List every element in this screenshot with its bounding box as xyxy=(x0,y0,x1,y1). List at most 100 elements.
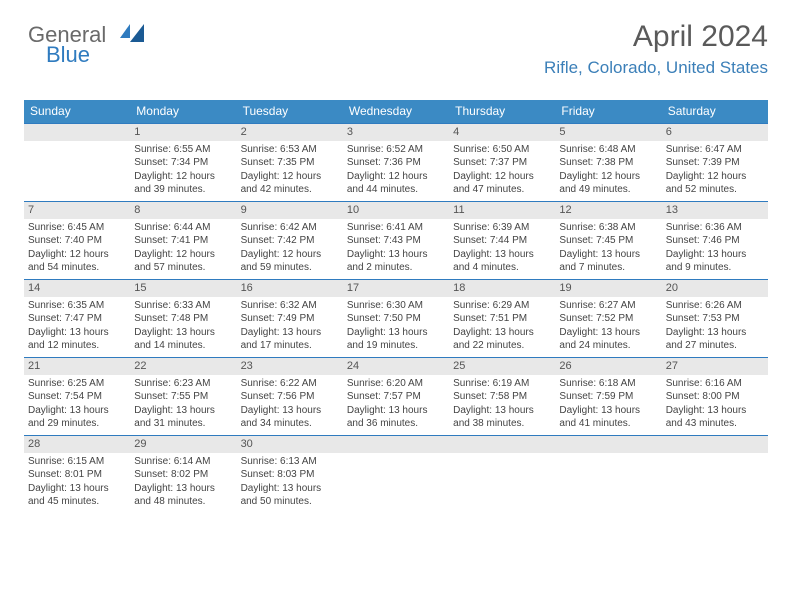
daylight-text: Daylight: 13 hours and 2 minutes. xyxy=(347,248,445,275)
daylight-text: Daylight: 13 hours and 31 minutes. xyxy=(134,404,232,431)
day-number: 11 xyxy=(449,202,555,219)
sunrise-text: Sunrise: 6:39 AM xyxy=(453,221,551,235)
day-cell: 17Sunrise: 6:30 AMSunset: 7:50 PMDayligh… xyxy=(343,279,449,357)
day-cell: 25Sunrise: 6:19 AMSunset: 7:58 PMDayligh… xyxy=(449,357,555,435)
sunset-text: Sunset: 7:38 PM xyxy=(559,156,657,170)
day-number: 17 xyxy=(343,280,449,297)
sunset-text: Sunset: 8:03 PM xyxy=(241,468,339,482)
day-cell: 24Sunrise: 6:20 AMSunset: 7:57 PMDayligh… xyxy=(343,357,449,435)
sunset-text: Sunset: 7:53 PM xyxy=(666,312,764,326)
day-number: 20 xyxy=(662,280,768,297)
day-cell: 16Sunrise: 6:32 AMSunset: 7:49 PMDayligh… xyxy=(237,279,343,357)
day-body: Sunrise: 6:22 AMSunset: 7:56 PMDaylight:… xyxy=(237,375,343,435)
sunset-text: Sunset: 7:41 PM xyxy=(134,234,232,248)
daylight-text: Daylight: 13 hours and 34 minutes. xyxy=(241,404,339,431)
day-number: 12 xyxy=(555,202,661,219)
sunset-text: Sunset: 7:37 PM xyxy=(453,156,551,170)
day-cell: 4Sunrise: 6:50 AMSunset: 7:37 PMDaylight… xyxy=(449,123,555,201)
daylight-text: Daylight: 13 hours and 43 minutes. xyxy=(666,404,764,431)
sunrise-text: Sunrise: 6:18 AM xyxy=(559,377,657,391)
day-number: 3 xyxy=(343,124,449,141)
day-body: Sunrise: 6:25 AMSunset: 7:54 PMDaylight:… xyxy=(24,375,130,435)
day-number xyxy=(343,436,449,453)
day-number: 18 xyxy=(449,280,555,297)
day-cell: 9Sunrise: 6:42 AMSunset: 7:42 PMDaylight… xyxy=(237,201,343,279)
day-body: Sunrise: 6:32 AMSunset: 7:49 PMDaylight:… xyxy=(237,297,343,357)
day-number: 25 xyxy=(449,358,555,375)
logo-triangle-icon xyxy=(120,24,130,38)
sunset-text: Sunset: 7:54 PM xyxy=(28,390,126,404)
daylight-text: Daylight: 13 hours and 19 minutes. xyxy=(347,326,445,353)
weekday-header: Thursday xyxy=(449,100,555,123)
day-body: Sunrise: 6:14 AMSunset: 8:02 PMDaylight:… xyxy=(130,453,236,513)
daylight-text: Daylight: 13 hours and 29 minutes. xyxy=(28,404,126,431)
sunrise-text: Sunrise: 6:55 AM xyxy=(134,143,232,157)
day-number: 10 xyxy=(343,202,449,219)
sunset-text: Sunset: 8:01 PM xyxy=(28,468,126,482)
day-cell: 11Sunrise: 6:39 AMSunset: 7:44 PMDayligh… xyxy=(449,201,555,279)
day-body: Sunrise: 6:45 AMSunset: 7:40 PMDaylight:… xyxy=(24,219,130,279)
sunrise-text: Sunrise: 6:13 AM xyxy=(241,455,339,469)
sunrise-text: Sunrise: 6:30 AM xyxy=(347,299,445,313)
day-number: 1 xyxy=(130,124,236,141)
day-number: 24 xyxy=(343,358,449,375)
sunset-text: Sunset: 7:49 PM xyxy=(241,312,339,326)
sunrise-text: Sunrise: 6:26 AM xyxy=(666,299,764,313)
day-body: Sunrise: 6:36 AMSunset: 7:46 PMDaylight:… xyxy=(662,219,768,279)
sunset-text: Sunset: 7:59 PM xyxy=(559,390,657,404)
daylight-text: Daylight: 13 hours and 9 minutes. xyxy=(666,248,764,275)
sunset-text: Sunset: 7:39 PM xyxy=(666,156,764,170)
day-number: 29 xyxy=(130,436,236,453)
daylight-text: Daylight: 13 hours and 41 minutes. xyxy=(559,404,657,431)
day-body: Sunrise: 6:13 AMSunset: 8:03 PMDaylight:… xyxy=(237,453,343,513)
day-body: Sunrise: 6:52 AMSunset: 7:36 PMDaylight:… xyxy=(343,141,449,201)
day-body: Sunrise: 6:55 AMSunset: 7:34 PMDaylight:… xyxy=(130,141,236,201)
day-body: Sunrise: 6:50 AMSunset: 7:37 PMDaylight:… xyxy=(449,141,555,201)
day-number: 26 xyxy=(555,358,661,375)
sunrise-text: Sunrise: 6:22 AM xyxy=(241,377,339,391)
sunrise-text: Sunrise: 6:45 AM xyxy=(28,221,126,235)
week-row: 21Sunrise: 6:25 AMSunset: 7:54 PMDayligh… xyxy=(24,357,768,435)
weekday-header: Sunday xyxy=(24,100,130,123)
day-cell: 14Sunrise: 6:35 AMSunset: 7:47 PMDayligh… xyxy=(24,279,130,357)
sunset-text: Sunset: 7:46 PM xyxy=(666,234,764,248)
sunset-text: Sunset: 8:00 PM xyxy=(666,390,764,404)
daylight-text: Daylight: 12 hours and 57 minutes. xyxy=(134,248,232,275)
day-number: 2 xyxy=(237,124,343,141)
daylight-text: Daylight: 13 hours and 27 minutes. xyxy=(666,326,764,353)
daylight-text: Daylight: 12 hours and 52 minutes. xyxy=(666,170,764,197)
day-body: Sunrise: 6:42 AMSunset: 7:42 PMDaylight:… xyxy=(237,219,343,279)
day-number xyxy=(555,436,661,453)
sunset-text: Sunset: 7:42 PM xyxy=(241,234,339,248)
day-number: 27 xyxy=(662,358,768,375)
day-number: 16 xyxy=(237,280,343,297)
weekday-header: Friday xyxy=(555,100,661,123)
day-cell: 27Sunrise: 6:16 AMSunset: 8:00 PMDayligh… xyxy=(662,357,768,435)
sunrise-text: Sunrise: 6:48 AM xyxy=(559,143,657,157)
day-body xyxy=(24,141,130,191)
day-cell: 5Sunrise: 6:48 AMSunset: 7:38 PMDaylight… xyxy=(555,123,661,201)
day-body: Sunrise: 6:19 AMSunset: 7:58 PMDaylight:… xyxy=(449,375,555,435)
day-cell: 12Sunrise: 6:38 AMSunset: 7:45 PMDayligh… xyxy=(555,201,661,279)
sunrise-text: Sunrise: 6:38 AM xyxy=(559,221,657,235)
day-number: 22 xyxy=(130,358,236,375)
sunset-text: Sunset: 7:51 PM xyxy=(453,312,551,326)
day-number: 30 xyxy=(237,436,343,453)
day-body xyxy=(449,453,555,503)
daylight-text: Daylight: 12 hours and 47 minutes. xyxy=(453,170,551,197)
sunrise-text: Sunrise: 6:52 AM xyxy=(347,143,445,157)
day-number: 19 xyxy=(555,280,661,297)
day-body: Sunrise: 6:39 AMSunset: 7:44 PMDaylight:… xyxy=(449,219,555,279)
daylight-text: Daylight: 13 hours and 38 minutes. xyxy=(453,404,551,431)
day-body: Sunrise: 6:18 AMSunset: 7:59 PMDaylight:… xyxy=(555,375,661,435)
daylight-text: Daylight: 13 hours and 50 minutes. xyxy=(241,482,339,509)
day-body: Sunrise: 6:35 AMSunset: 7:47 PMDaylight:… xyxy=(24,297,130,357)
sunrise-text: Sunrise: 6:20 AM xyxy=(347,377,445,391)
day-number xyxy=(662,436,768,453)
day-body: Sunrise: 6:29 AMSunset: 7:51 PMDaylight:… xyxy=(449,297,555,357)
sunrise-text: Sunrise: 6:23 AM xyxy=(134,377,232,391)
logo-text-blue: Blue xyxy=(46,42,90,68)
daylight-text: Daylight: 13 hours and 4 minutes. xyxy=(453,248,551,275)
calendar-grid: 1Sunrise: 6:55 AMSunset: 7:34 PMDaylight… xyxy=(24,123,768,513)
day-body: Sunrise: 6:48 AMSunset: 7:38 PMDaylight:… xyxy=(555,141,661,201)
